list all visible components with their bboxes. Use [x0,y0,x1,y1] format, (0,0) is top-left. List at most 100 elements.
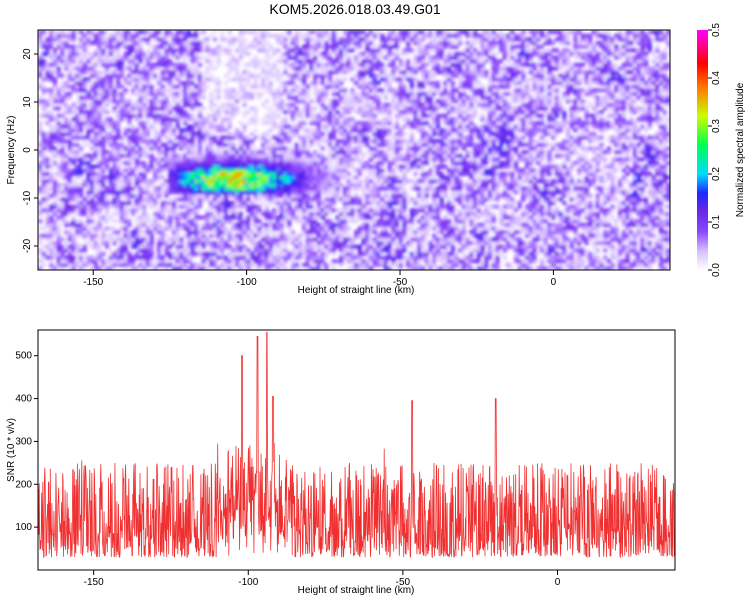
heatmap-cell [305,266,310,270]
heatmap-cell [171,262,177,267]
heatmap-cell [149,240,154,246]
heatmap-cell [357,226,363,231]
heatmap-cell [249,179,255,184]
heatmap-cell [406,200,411,206]
heatmap-cell [201,193,206,198]
heatmap-cell [82,200,87,206]
heatmap-cell [632,237,638,242]
heatmap-cell [506,186,511,191]
heatmap-cell [294,146,299,151]
heatmap-cell [342,215,348,220]
heatmap-cell [569,259,574,264]
heatmap-cell [409,186,415,191]
heatmap-cell [565,175,571,180]
heatmap-cell [528,153,534,158]
heatmap-cell [309,200,314,206]
heatmap-cell [521,230,526,235]
heatmap-cell [175,175,180,180]
heatmap-cell [156,164,162,169]
heatmap-cell [246,164,251,169]
heatmap-cell [123,266,128,270]
heatmap-cell [71,226,76,231]
heatmap-cell [171,164,177,169]
heatmap-cell [56,182,61,187]
heatmap-cell [190,197,195,202]
heatmap-cell [41,131,47,137]
heatmap-cell [104,150,110,155]
heatmap-cell [432,244,437,249]
heatmap-cell [476,204,481,209]
heatmap-cell [327,190,333,195]
heatmap-cell [294,193,299,198]
heatmap-cell [591,259,597,264]
heatmap-cell [461,182,467,187]
heatmap-cell [513,219,519,224]
heatmap-cell [569,146,574,151]
heatmap-cell [558,142,563,147]
heatmap-cell [458,215,463,220]
heatmap-cell [621,186,626,191]
heatmap-cell [49,175,54,180]
heatmap-cell [398,197,403,202]
heatmap-cell [420,266,426,270]
heatmap-cell [182,255,188,260]
heatmap-cell [498,215,504,220]
heatmap-cell [130,233,136,238]
heatmap-cell [409,215,415,220]
heatmap-cell [647,219,653,224]
heatmap-cell [543,226,548,231]
heatmap-cell [413,186,418,191]
heatmap-cell [235,153,240,158]
heatmap-cell [603,219,608,224]
heatmap-cell [606,186,612,191]
heatmap-cell [190,208,195,213]
heatmap-cell [52,146,58,151]
heatmap-cell [112,262,117,267]
heatmap-cell [134,197,139,202]
heatmap-cell [127,142,132,147]
heatmap-cell [562,142,567,147]
heatmap-cell [599,146,604,151]
heatmap-cell [394,131,400,137]
heatmap-cell [324,237,329,242]
heatmap-cell [75,230,80,235]
heatmap-cell [610,168,615,173]
heatmap-cell [554,255,560,260]
heatmap-cell [283,208,288,213]
heatmap-cell [305,131,310,137]
heatmap-cell [521,222,526,227]
heatmap-cell [156,255,162,260]
heatmap-cell [391,160,396,166]
heatmap-cell [90,186,95,191]
heatmap-cell [331,146,337,151]
heatmap-cell [305,164,310,169]
heatmap-cell [197,190,203,195]
heatmap-cell [450,204,455,209]
heatmap-cell [227,168,232,173]
heatmap-cell [116,150,121,155]
heatmap-cell [547,204,552,209]
heatmap-cell [580,237,586,242]
heatmap-cell [283,193,288,198]
heatmap-cell [365,193,370,198]
heatmap-cell [573,266,578,270]
heatmap-cell [97,186,102,191]
heatmap-cell [186,175,192,180]
heatmap-cell [439,160,444,166]
heatmap-cell [313,244,318,249]
heatmap-cell [595,240,600,246]
heatmap-cell [536,215,541,220]
heatmap-cell [402,182,407,187]
heatmap-cell [168,150,173,155]
heatmap-cell [569,240,574,246]
heatmap-cell [298,150,303,155]
heatmap-cell [316,248,322,253]
heatmap-cell [313,179,318,184]
heatmap-cell [160,259,165,264]
heatmap-cell [391,168,396,173]
heatmap-cell [175,142,180,147]
heatmap-cell [569,182,574,187]
heatmap-cell [651,153,656,158]
heatmap-cell [160,248,165,253]
heatmap-cell [82,164,87,169]
